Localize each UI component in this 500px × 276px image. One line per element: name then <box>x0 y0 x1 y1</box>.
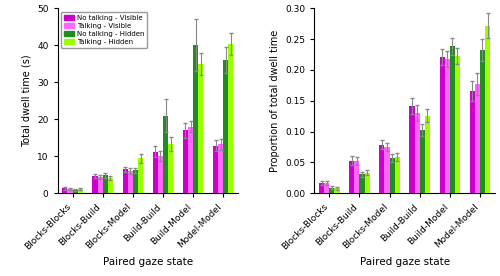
Bar <box>330 188 334 193</box>
Bar <box>218 144 223 193</box>
Bar <box>380 145 384 193</box>
Bar <box>444 59 450 193</box>
Bar <box>440 57 444 193</box>
Bar <box>198 64 203 193</box>
Bar <box>394 157 400 193</box>
Bar <box>354 161 360 193</box>
Bar <box>152 152 158 193</box>
Bar <box>349 161 354 193</box>
Bar <box>138 158 143 193</box>
Bar <box>480 50 485 193</box>
Bar <box>420 130 425 193</box>
Bar <box>98 177 102 193</box>
Bar <box>163 116 168 193</box>
Bar <box>364 173 370 193</box>
Bar <box>360 174 364 193</box>
Bar <box>475 84 480 193</box>
Bar <box>72 190 78 193</box>
Bar <box>384 147 390 193</box>
X-axis label: Paired gaze state: Paired gaze state <box>360 257 450 267</box>
Bar <box>133 170 138 193</box>
Bar <box>319 183 324 193</box>
Bar <box>122 169 128 193</box>
Y-axis label: Total dwell time (s): Total dwell time (s) <box>22 54 32 147</box>
Bar <box>102 176 108 193</box>
Bar <box>324 183 330 193</box>
Bar <box>183 130 188 193</box>
Bar <box>213 146 218 193</box>
Bar <box>414 113 420 193</box>
Bar <box>62 189 68 193</box>
Bar <box>455 56 460 193</box>
Bar <box>450 46 455 193</box>
Bar <box>68 189 72 193</box>
Bar <box>158 156 163 193</box>
Bar <box>168 144 173 193</box>
Y-axis label: Proportion of total dwell time: Proportion of total dwell time <box>270 30 280 172</box>
Bar <box>228 44 234 193</box>
Bar <box>108 178 113 193</box>
Bar <box>92 176 98 193</box>
X-axis label: Paired gaze state: Paired gaze state <box>103 257 193 267</box>
Bar <box>223 60 228 193</box>
Bar <box>470 91 475 193</box>
Bar <box>193 45 198 193</box>
Bar <box>188 127 193 193</box>
Legend: No talking - Visible, Talking - Visible, No talking - Hidden, Talking - Hidden: No talking - Visible, Talking - Visible,… <box>61 12 147 48</box>
Bar <box>410 106 414 193</box>
Bar <box>425 116 430 193</box>
Bar <box>128 171 133 193</box>
Bar <box>334 188 340 193</box>
Bar <box>390 158 394 193</box>
Bar <box>485 26 490 193</box>
Bar <box>78 189 83 193</box>
